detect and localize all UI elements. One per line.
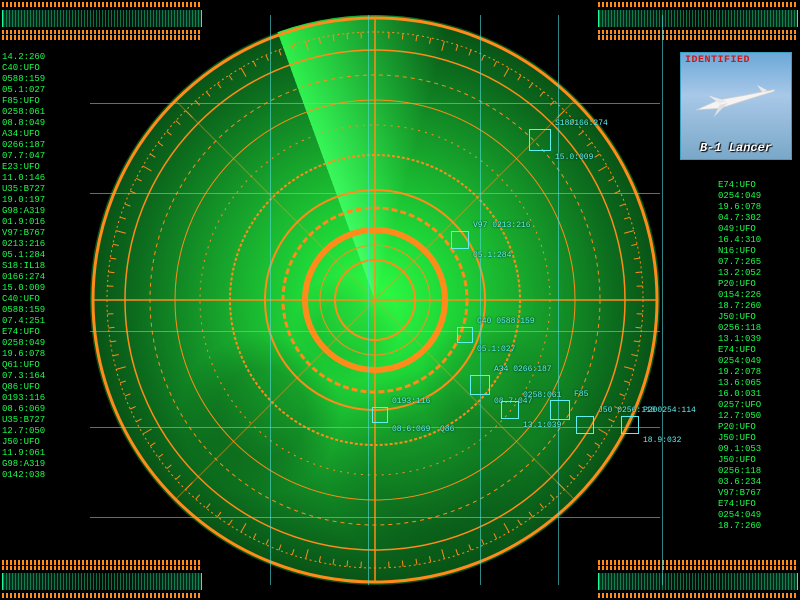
aircraft-icon xyxy=(691,77,781,123)
target-label: P200254:114 xyxy=(643,406,696,415)
grid-line-h xyxy=(90,427,660,428)
grid-line-v xyxy=(270,15,271,585)
grid-line-v xyxy=(558,15,559,585)
target-label: 0258:061 xyxy=(523,391,561,400)
target-label: 13.1:039 xyxy=(523,421,561,430)
grid-line-h xyxy=(90,103,660,104)
grid-line-v xyxy=(368,15,369,585)
target-label: A34 0266:187 xyxy=(494,365,552,374)
grid-line-h xyxy=(90,193,660,194)
grid-line-v xyxy=(662,15,663,585)
identified-panel: IDENTIFIED B-1 Lancer xyxy=(680,52,792,160)
target-label: 18.9:032 xyxy=(643,436,681,445)
target-label: 0193:116 xyxy=(392,397,430,406)
telemetry-right: E74:UFO 0254:049 19.6:078 04.7:302 049:U… xyxy=(718,180,798,540)
radar-rings xyxy=(90,15,660,585)
target-label: V97 0213:216 xyxy=(473,221,531,230)
grid-line-h xyxy=(90,517,660,518)
target-label: 08.6:069 Q86 xyxy=(392,425,454,434)
radar-display: S180166:274 15.0:009 V97 0213:216 05.1:284 C… xyxy=(90,15,660,585)
grid-line-v xyxy=(480,15,481,585)
identified-title: IDENTIFIED xyxy=(685,55,750,66)
target-label: 05.1:284 xyxy=(473,251,511,260)
target-label: S180166:274 xyxy=(555,119,608,128)
target-label: C40 0588:159 xyxy=(477,317,535,326)
target-label: 15.0:009 xyxy=(555,153,593,162)
target-label: 05.1:027 xyxy=(477,345,515,354)
telemetry-left: 14.2:260 C40:UFO 0588:159 05.1:027 F85:U… xyxy=(2,52,82,542)
identified-name: B-1 Lancer xyxy=(681,141,791,155)
target-label: F85 xyxy=(574,390,588,399)
grid-line-h xyxy=(90,331,660,332)
